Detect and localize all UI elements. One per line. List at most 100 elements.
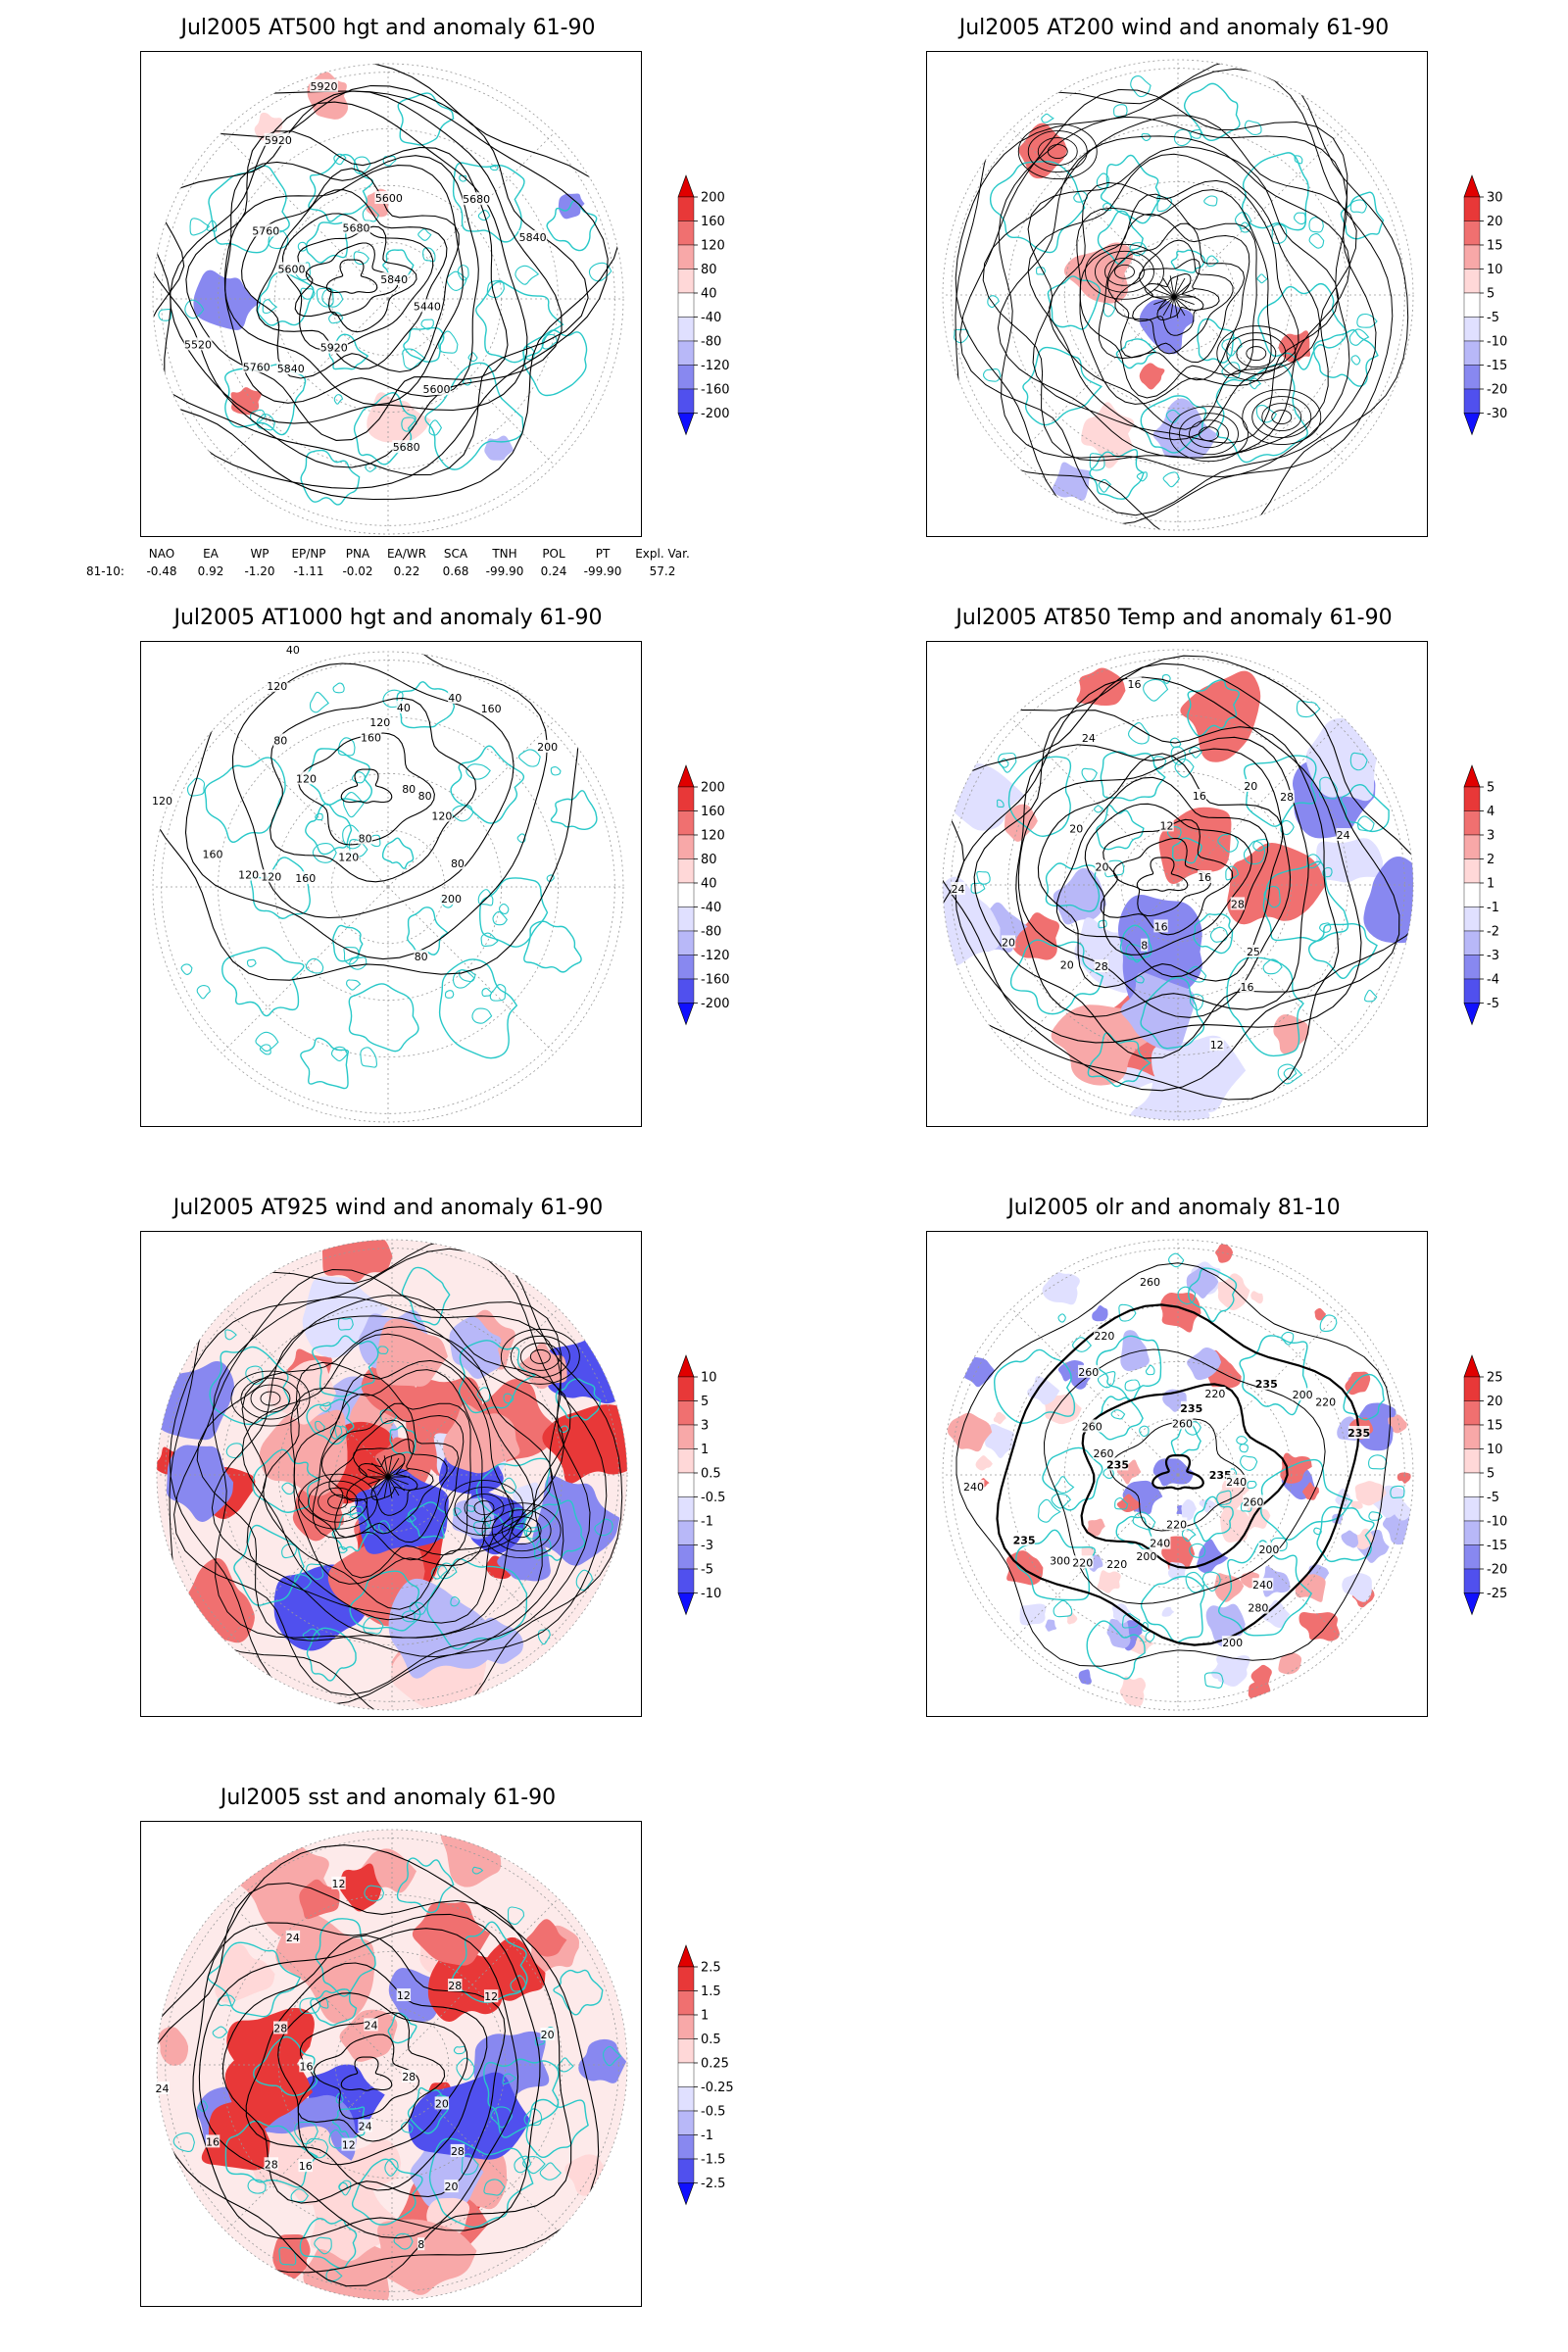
contour-label: 200 — [1222, 1637, 1243, 1649]
contour-label-background — [951, 882, 965, 896]
colorbar-segment — [677, 1472, 695, 1497]
contour-label-background — [1081, 730, 1097, 744]
colorbar-arrow-bottom — [1463, 1003, 1481, 1026]
streamline — [1106, 222, 1246, 364]
coastline — [184, 299, 205, 319]
coastline — [337, 737, 356, 757]
coastline — [483, 2058, 560, 2138]
contour-line — [973, 710, 1340, 1059]
coastline — [1177, 1286, 1197, 1305]
colorbar-segment — [1463, 388, 1481, 414]
streamline — [376, 1457, 389, 1478]
colorbar-segment — [677, 1966, 695, 1991]
colorbar-label: -15 — [1487, 359, 1507, 373]
streamline — [1162, 277, 1175, 298]
streamline — [1169, 296, 1175, 318]
contour-line — [184, 652, 549, 960]
positive-anomaly-area — [1215, 1243, 1234, 1263]
contour-label-background — [1059, 957, 1074, 971]
coastline — [1319, 776, 1338, 800]
streamline — [298, 1473, 378, 1530]
colorbar-graphic: 25 20 15 10 5 -5 -10 -15 -20 -25 — [1463, 1354, 1507, 1616]
coastline — [1349, 752, 1368, 771]
streamline — [998, 116, 1350, 478]
positive-anomaly-area — [1081, 402, 1135, 468]
positive-anomaly-area — [1220, 1508, 1255, 1543]
coastline — [1197, 318, 1235, 364]
contour-label: 160 — [361, 731, 381, 744]
latitude-circle — [330, 829, 446, 945]
latitude-circle — [1120, 827, 1236, 943]
coastline — [1356, 313, 1378, 328]
coastline — [507, 1906, 525, 1926]
coastline — [1089, 448, 1145, 500]
contour-label-background — [337, 850, 360, 863]
contour-line — [298, 732, 435, 846]
coastline — [1181, 1529, 1197, 1543]
streamline — [1173, 296, 1179, 318]
colorbar-label: 160 — [701, 215, 725, 229]
negative-anomaly-area — [1186, 1266, 1219, 1299]
contour-label-background — [480, 702, 502, 715]
coastline — [197, 2100, 209, 2113]
contour-label: 80 — [402, 783, 416, 796]
streamline — [1104, 257, 1145, 286]
negative-anomaly-area — [1052, 462, 1091, 501]
polar-map — [942, 59, 1414, 531]
contour-label-background — [414, 950, 428, 963]
coastline — [1209, 926, 1229, 943]
colorbar-segment — [1463, 834, 1481, 859]
colorbar-label: -25 — [1487, 1587, 1507, 1601]
contour-label-background — [331, 1876, 346, 1889]
coastline — [1170, 746, 1186, 765]
contour-line — [170, 101, 528, 424]
colorbar-segment — [677, 1424, 695, 1449]
coastline — [559, 1425, 569, 1434]
streamline — [387, 1476, 409, 1485]
coastline — [1134, 975, 1145, 984]
contour-line — [1055, 776, 1269, 978]
colorbar-segment — [677, 882, 695, 907]
coastline — [189, 218, 211, 236]
streamline — [1162, 296, 1175, 317]
latitude-circle — [221, 1894, 563, 2235]
coastline — [1143, 678, 1169, 702]
streamline — [320, 1402, 460, 1544]
coastline — [1166, 826, 1182, 840]
contour-label: 220 — [1094, 1330, 1114, 1343]
contour-line — [224, 155, 479, 404]
contour-label: 5600 — [375, 192, 403, 205]
streamline — [211, 1315, 565, 1639]
contour-label-background — [319, 340, 349, 354]
contour-label-background — [1225, 1474, 1248, 1488]
colorbar-label: 15 — [1487, 239, 1503, 254]
coastline — [1306, 854, 1322, 869]
positive-anomaly-area — [993, 1411, 1006, 1425]
colorbar-segment — [1463, 1448, 1481, 1474]
colorbar-label: 15 — [1487, 1419, 1503, 1434]
coastline — [510, 1975, 526, 1992]
polar-map: 5840 5760 5680 5600 5600 5680 5920 5920 5440 5520… — [152, 63, 624, 535]
positive-anomaly-area — [1076, 667, 1126, 707]
coastline — [1100, 751, 1166, 802]
contour-label: 220 — [1315, 1396, 1336, 1409]
negative-anomaly-area — [1197, 1539, 1229, 1574]
contour-line — [1015, 736, 1309, 1018]
coastline — [379, 1408, 398, 1425]
coastline — [467, 352, 478, 363]
colorbar-segment — [677, 1496, 695, 1522]
streamline — [1047, 144, 1068, 160]
contour-label-background — [1141, 938, 1149, 952]
contour-line — [270, 697, 477, 883]
coastline — [1216, 1490, 1232, 1506]
streamline — [387, 1455, 393, 1478]
contour-label: 220 — [1166, 1518, 1187, 1531]
coastline — [1168, 1252, 1185, 1268]
colorbar: 30 20 15 10 5 -5 -10 -15 -20 -30 — [1462, 172, 1550, 445]
streamline — [1153, 289, 1175, 298]
colorbar-label: -120 — [701, 949, 730, 963]
coastline — [525, 2098, 589, 2158]
colorbar: 10 5 3 1 0.5 -0.5 -1 -3 -5 -10 — [676, 1351, 764, 1625]
colorbar-label: -40 — [701, 901, 721, 915]
coastline — [1081, 767, 1098, 782]
